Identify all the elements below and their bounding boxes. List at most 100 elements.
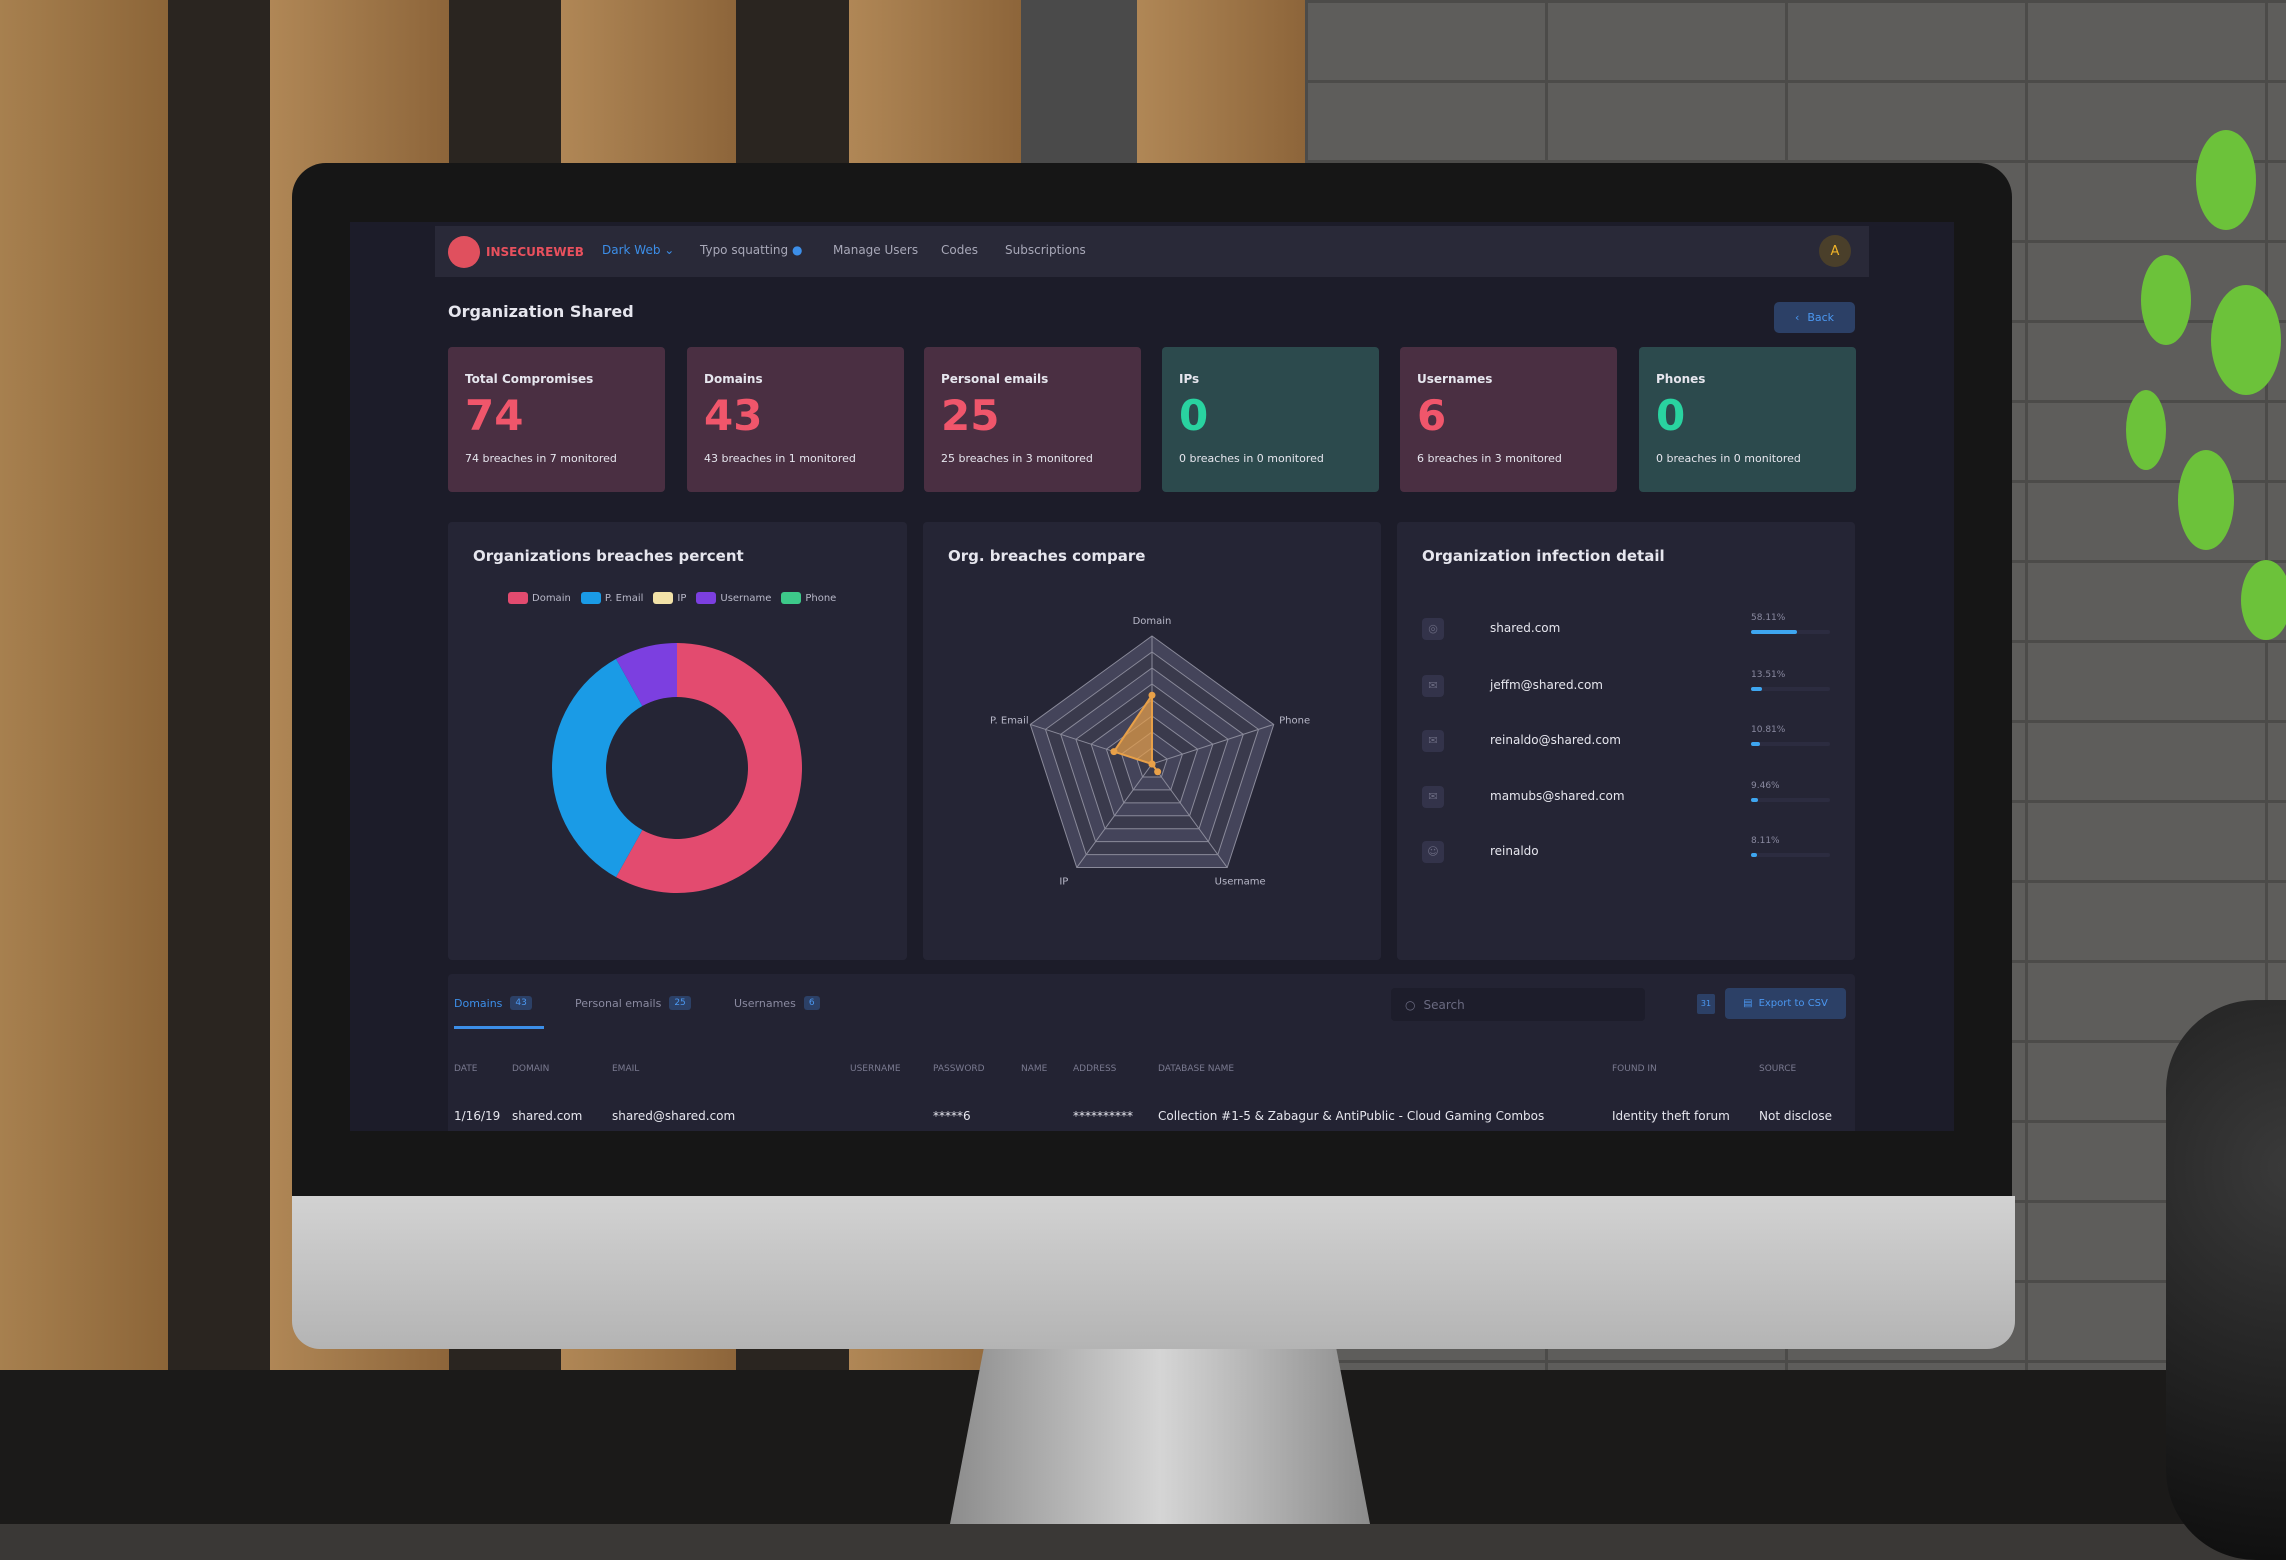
radar-chart: Domain Phone Username IP P. Email [990,616,1310,887]
radar-point-domain[interactable] [1148,691,1156,699]
infection-row[interactable]: ✉ mamubs@shared.com 9.46% [1422,781,1842,826]
column-header[interactable]: Source [1759,1064,1797,1074]
logo-text: INSECUREWEB [486,245,584,259]
column-header[interactable]: Email [612,1064,640,1074]
monitor-chin [292,1196,2015,1349]
legend-swatch [580,592,601,604]
infection-name: shared.com [1490,621,1561,635]
infection-progress-bar [1751,630,1830,634]
infection-percent: 10.81% [1751,725,1786,735]
tab-personal-emails[interactable]: Personal emails 25 [575,996,691,1010]
radar-axis-label: Username [1215,876,1266,887]
export-csv-button[interactable]: ▤ Export to CSV [1725,988,1846,1019]
infection-progress-bar [1751,687,1830,691]
column-header[interactable]: Found in [1612,1064,1657,1074]
radar-axis-label: Domain [1133,616,1172,627]
stat-card[interactable]: Personal emails 25 25 breaches in 3 monito… [924,347,1141,492]
infection-name: jeffm@shared.com [1490,678,1603,692]
table-cell: *****6 [933,1109,971,1123]
infection-name: reinaldo@shared.com [1490,733,1621,747]
stat-card[interactable]: Domains 43 43 breaches in 1 monitored [687,347,904,492]
legend-item[interactable]: Username [696,592,771,604]
vase [2166,1000,2286,1560]
infection-progress-bar [1751,742,1830,746]
stat-value: 43 [704,391,763,440]
donut-slice-pemail[interactable] [552,658,643,878]
calendar-icon[interactable]: 31 [1697,994,1715,1014]
nav-subscriptions[interactable]: Subscriptions [1005,243,1086,257]
nav-typo-squatting[interactable]: Typo squatting ● [700,243,803,257]
radar-series-area [1112,691,1159,773]
radar-axis-label: P. Email [990,716,1029,727]
count-badge: 43 [510,996,532,1010]
stat-card[interactable]: Usernames 6 6 breaches in 3 monitored [1400,347,1617,492]
donut-slice-domain[interactable] [616,643,802,893]
column-header[interactable]: Domain [512,1064,550,1074]
breaches-compare-panel: Org. breaches compare Domain Phone Usernam… [923,522,1381,960]
legend-item[interactable]: P. Email [580,592,643,604]
nav-codes[interactable]: Codes [941,243,978,257]
count-badge: 6 [803,996,820,1010]
radar-point-username[interactable] [1154,768,1162,776]
panel-title: Organizations breaches percent [473,547,744,565]
logo[interactable]: INSECUREWEB [448,236,584,268]
table-cell: shared@shared.com [612,1109,736,1123]
stat-card[interactable]: Total Compromises 74 74 breaches in 7 moni… [448,347,665,492]
globe-icon: ◎ [1422,618,1444,640]
column-header[interactable]: Address [1073,1064,1117,1074]
infection-row[interactable]: ✉ jeffm@shared.com 13.51% [1422,670,1842,715]
screen: INSECUREWEB Dark Web ⌄ Typo squatting ● … [350,222,1954,1131]
infection-name: mamubs@shared.com [1490,789,1625,803]
stat-subtext: 25 breaches in 3 monitored [941,452,1093,465]
column-header[interactable]: Database name [1158,1064,1235,1074]
search-icon: ○ [1405,997,1416,1012]
nav-dark-web[interactable]: Dark Web ⌄ [602,243,675,257]
infection-progress-bar [1751,853,1830,857]
donut-slice-username[interactable] [616,643,677,707]
radar-axis [1151,723,1274,765]
stat-value: 74 [465,391,524,440]
column-header[interactable]: Password [933,1064,985,1074]
stat-subtext: 43 breaches in 1 monitored [704,452,856,465]
table-cell: Identity theft forum [1612,1109,1730,1123]
stat-card[interactable]: IPs 0 0 breaches in 0 monitored [1162,347,1379,492]
infection-row[interactable]: ◎ shared.com 58.11% [1422,613,1842,658]
search-input[interactable]: ○ Search [1391,988,1645,1021]
legend-swatch [781,592,802,604]
column-header[interactable]: Name [1021,1064,1048,1074]
top-nav: INSECUREWEB Dark Web ⌄ Typo squatting ● … [435,226,1869,277]
radar-point-ip[interactable] [1148,760,1156,768]
stat-card[interactable]: Phones 0 0 breaches in 0 monitored [1639,347,1856,492]
stat-value: 0 [1656,391,1686,440]
radar-axis [1151,763,1228,868]
donut-chart [552,643,802,893]
legend-item[interactable]: Phone [781,592,836,604]
radar-axis-label: Phone [1279,716,1310,727]
infection-row[interactable]: ✉ reinaldo@shared.com 10.81% [1422,725,1842,770]
column-header[interactable]: Username [850,1064,901,1074]
monitor-stand [950,1349,1370,1524]
legend-item[interactable]: Domain [508,592,571,604]
panel-title: Org. breaches compare [948,547,1146,565]
info-icon: ● [791,243,803,257]
tab-domains[interactable]: Domains 43 [454,996,532,1010]
breaches-table-panel: Domains 43 Personal emails 25 Usernames 6 ○ Se… [448,974,1855,1131]
legend-item[interactable]: IP [653,592,686,604]
breaches-percent-panel: Organizations breaches percent Domain P. … [448,522,907,960]
avatar[interactable]: A [1819,235,1851,267]
back-button[interactable]: ‹ Back [1774,302,1855,333]
stat-value: 0 [1179,391,1209,440]
infection-row[interactable]: ☺ reinaldo 8.11% [1422,836,1842,881]
count-badge: 25 [669,996,691,1010]
stat-subtext: 0 breaches in 0 monitored [1179,452,1324,465]
tab-usernames[interactable]: Usernames 6 [734,996,820,1010]
nav-manage-users[interactable]: Manage Users [833,243,919,257]
radar-point-pemail[interactable] [1110,748,1118,756]
stat-label: Total Compromises [465,372,594,386]
active-tab-underline [454,1026,544,1029]
column-header[interactable]: Date [454,1064,478,1074]
infection-percent: 58.11% [1751,613,1786,623]
infection-name: reinaldo [1490,844,1539,858]
donut-legend: Domain P. Email IP Username Phone [508,592,836,604]
table-cell: shared.com [512,1109,583,1123]
